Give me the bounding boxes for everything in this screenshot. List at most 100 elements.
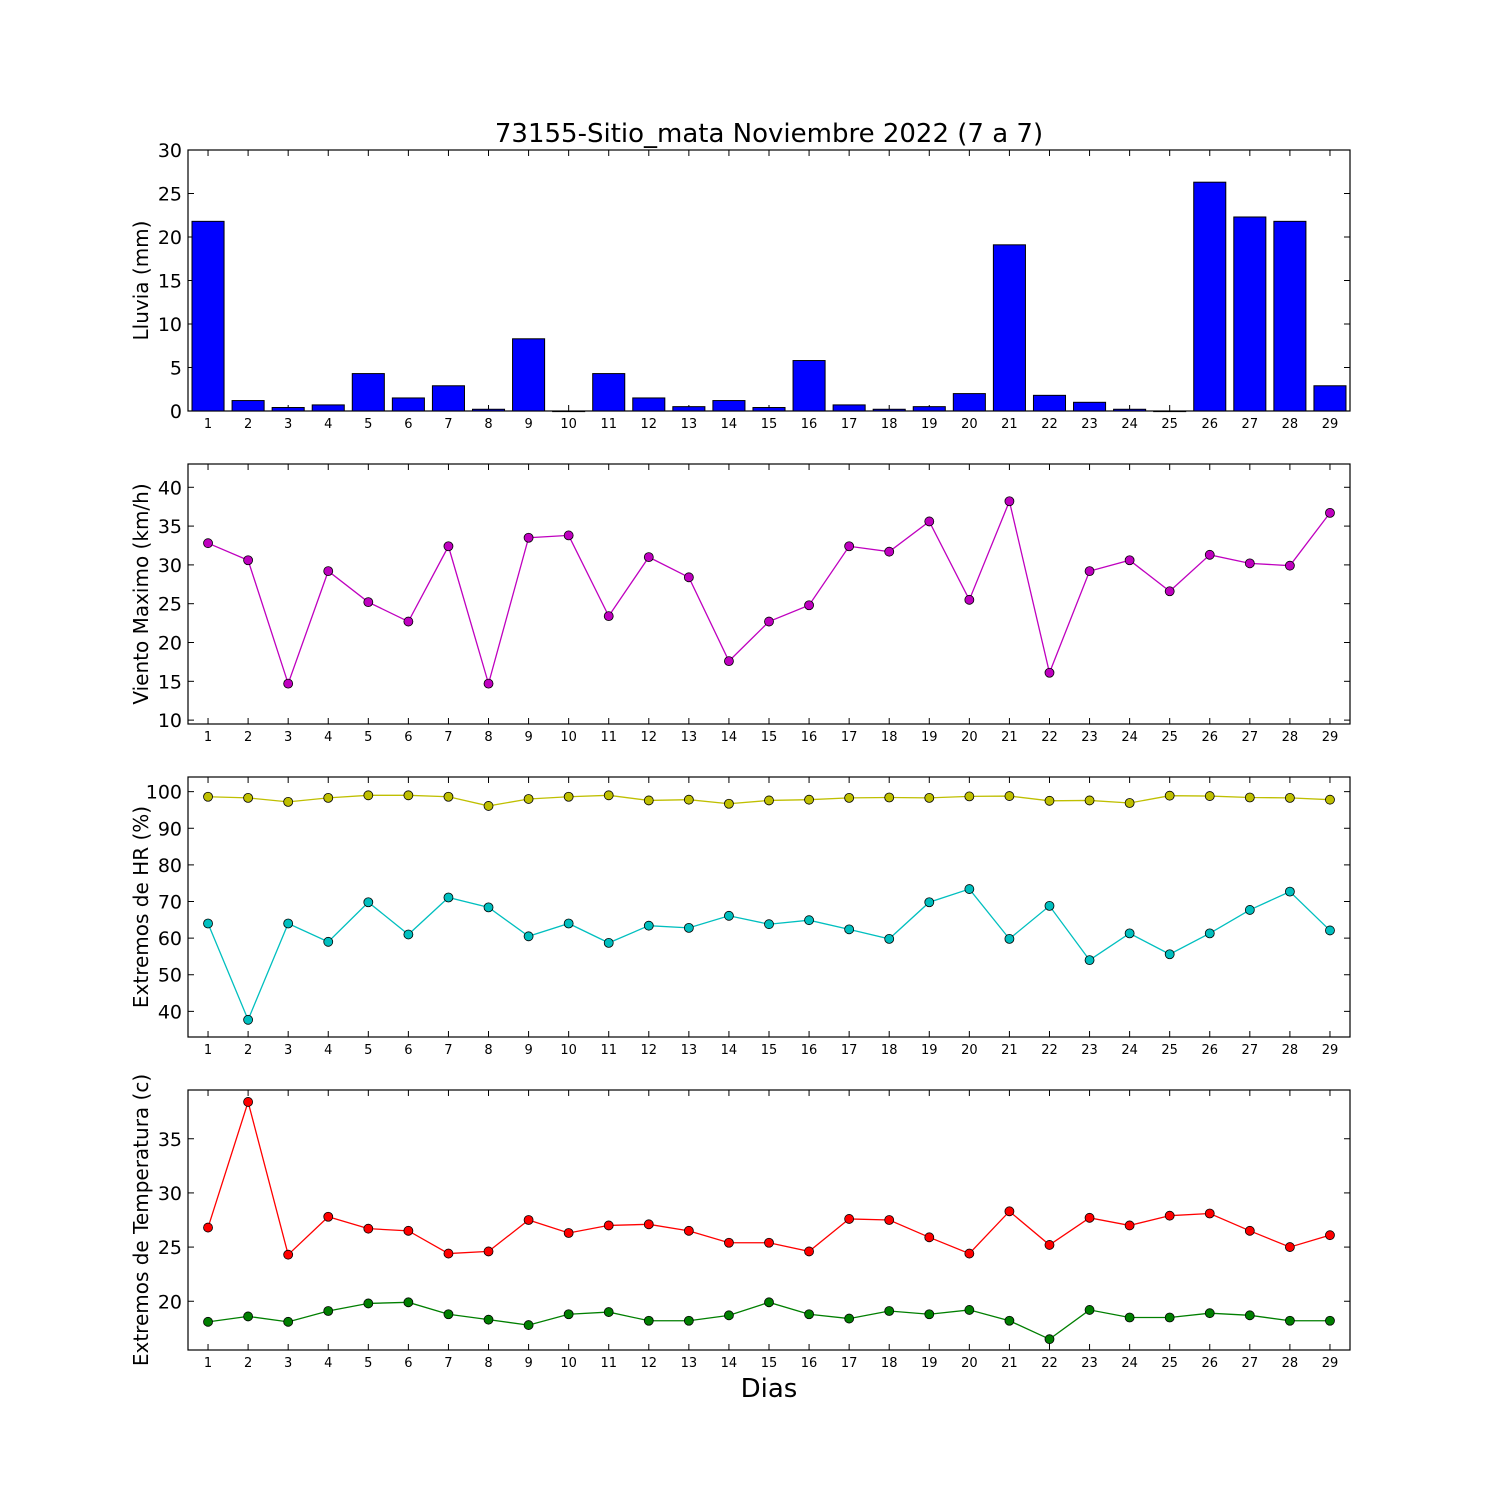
x-tick-label: 19 (921, 417, 938, 432)
point-series-2-day-23 (1084, 1305, 1095, 1315)
x-tick-label: 24 (1121, 417, 1138, 432)
point-series-1-day-20 (964, 791, 975, 802)
point-series-2-day-19 (924, 897, 935, 908)
x-tick-label: 11 (600, 730, 617, 745)
x-tick-label: 18 (881, 1043, 898, 1058)
x-tick-label: 4 (324, 417, 332, 432)
x-tick-label: 4 (324, 1356, 332, 1371)
x-tick-label: 26 (1201, 1356, 1218, 1371)
point-series-2-day-18 (884, 933, 895, 944)
point-series-1-day-24 (1124, 1220, 1135, 1231)
point-series-2-day-2 (243, 1014, 254, 1025)
point-series-1-day-4 (323, 792, 334, 803)
bar-day-11 (592, 373, 626, 412)
bar-day-19 (912, 406, 946, 412)
point-series-2-day-28 (1284, 886, 1295, 897)
x-tick-label: 9 (524, 730, 532, 745)
x-tick-label: 4 (324, 730, 332, 745)
bar-day-24 (1113, 408, 1147, 412)
point-series-1-day-9 (523, 1215, 534, 1225)
point-series-1-day-29 (1325, 794, 1335, 805)
x-tick-label: 24 (1121, 1043, 1138, 1058)
x-tick-label: 6 (404, 730, 412, 745)
bar-day-27 (1233, 216, 1267, 412)
bar-day-29 (1313, 385, 1347, 412)
point-series-1-day-14 (724, 656, 734, 667)
point-series-2-day-7 (443, 892, 454, 903)
point-series-1-day-14 (724, 1237, 734, 1248)
point-series-1-day-12 (643, 552, 654, 563)
x-tick-label: 13 (681, 730, 698, 745)
x-tick-label: 23 (1081, 417, 1098, 432)
point-series-1-day-10 (563, 1228, 574, 1238)
x-tick-label: 18 (881, 417, 898, 432)
point-series-1-day-8 (483, 1246, 494, 1257)
point-series-1-day-22 (1044, 1240, 1055, 1250)
point-series-1-day-20 (964, 1248, 975, 1259)
y-tick-label: 20 (158, 633, 182, 655)
point-series-1-day-18 (884, 1215, 895, 1225)
point-series-2-day-27 (1244, 1310, 1255, 1321)
point-series-1-day-1 (203, 1222, 213, 1233)
x-tick-label: 29 (1322, 1043, 1339, 1058)
point-series-1-day-2 (243, 555, 254, 566)
x-tick-label: 5 (364, 730, 372, 745)
y-axis-label: Viento Maximo (km/h) (129, 483, 153, 704)
y-tick-label: 35 (158, 516, 182, 538)
x-tick-label: 27 (1242, 1356, 1259, 1371)
point-series-1-day-6 (403, 1225, 414, 1236)
bar-day-18 (872, 408, 906, 412)
point-series-1-day-8 (483, 801, 494, 811)
point-series-1-day-3 (283, 678, 294, 689)
x-tick-label: 26 (1201, 1043, 1218, 1058)
x-tick-label: 15 (761, 1356, 778, 1371)
point-series-1-day-26 (1204, 791, 1215, 801)
y-tick-label: 30 (158, 1183, 182, 1205)
y-tick-label: 80 (158, 855, 182, 877)
x-tick-label: 5 (364, 1356, 372, 1371)
x-tick-label: 4 (324, 1043, 332, 1058)
y-tick-label: 100 (146, 782, 182, 804)
y-tick-label: 15 (158, 271, 182, 293)
x-tick-label: 8 (484, 417, 492, 432)
x-tick-label: 3 (284, 730, 292, 745)
point-series-1-day-19 (924, 1232, 935, 1243)
point-series-1-day-9 (523, 532, 534, 543)
x-tick-label: 27 (1242, 417, 1259, 432)
point-series-2-day-21 (1004, 933, 1015, 944)
point-series-2-day-24 (1124, 928, 1135, 939)
y-tick-label: 40 (158, 477, 182, 499)
x-tick-label: 25 (1161, 730, 1178, 745)
x-tick-label: 8 (484, 1043, 492, 1058)
point-series-1-day-26 (1204, 1208, 1215, 1219)
point-series-2-day-14 (724, 910, 734, 921)
point-series-2-day-13 (683, 1315, 694, 1326)
x-tick-label: 10 (560, 1043, 577, 1058)
x-tick-label: 6 (404, 1356, 412, 1371)
y-tick-label: 30 (158, 140, 182, 162)
point-series-2-day-12 (643, 1315, 654, 1326)
point-series-1-day-12 (643, 1219, 654, 1230)
point-series-1-day-20 (964, 594, 975, 605)
point-series-2-day-8 (483, 1314, 494, 1325)
point-series-2-day-22 (1044, 901, 1055, 911)
point-series-1-day-19 (924, 516, 935, 527)
bar-day-14 (712, 400, 746, 412)
x-tick-label: 24 (1121, 1356, 1138, 1371)
x-tick-label: 28 (1282, 1043, 1299, 1058)
point-series-2-day-22 (1044, 1334, 1055, 1345)
point-series-2-day-5 (363, 897, 374, 908)
point-series-1-day-19 (924, 792, 935, 803)
x-tick-label: 17 (841, 730, 858, 745)
y-tick-label: 30 (158, 555, 182, 577)
x-tick-label: 10 (560, 1356, 577, 1371)
point-series-1-day-15 (764, 616, 774, 627)
point-series-2-day-1 (203, 1316, 213, 1327)
x-tick-label: 22 (1041, 1356, 1058, 1371)
point-series-2-day-8 (483, 902, 494, 913)
point-series-2-day-15 (764, 919, 774, 930)
x-tick-label: 25 (1161, 1356, 1178, 1371)
point-series-1-day-5 (363, 1223, 374, 1234)
